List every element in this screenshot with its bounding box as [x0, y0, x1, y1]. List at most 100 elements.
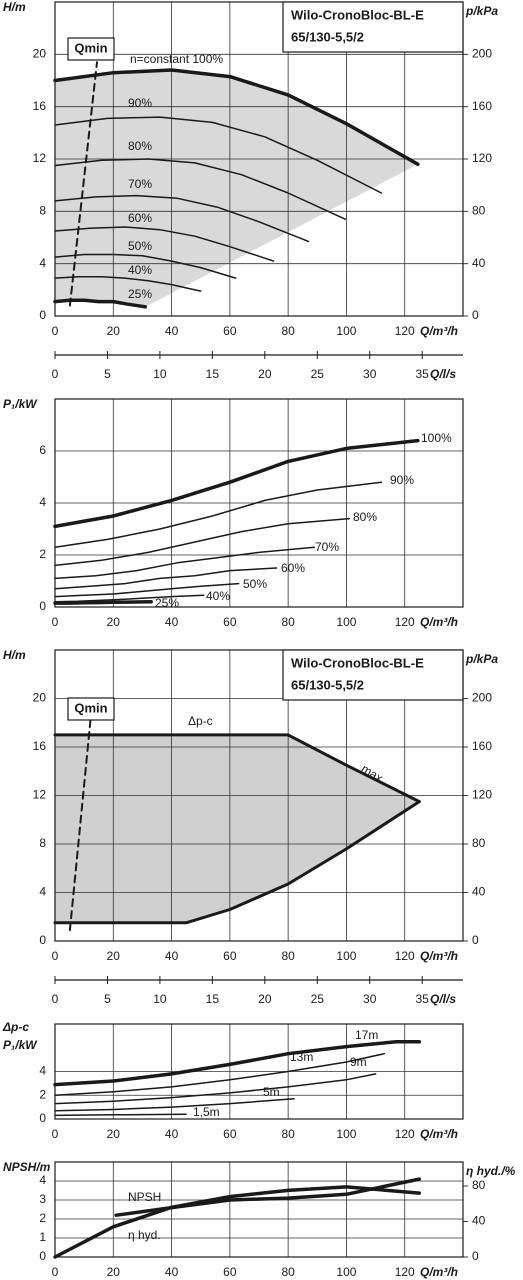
x-tick-label: 80 [281, 949, 295, 963]
x-tick-label: 60 [223, 1127, 237, 1141]
x2-tick-label: 0 [52, 992, 59, 1006]
y-tick-label: 12 [33, 151, 47, 165]
x-axis-label: Q/m³/h [420, 324, 458, 338]
x-tick-label: 0 [52, 1265, 59, 1279]
x-tick-label: 80 [281, 1127, 295, 1141]
x2-axis-label: Q/l/s [430, 367, 456, 381]
y-tick-label: 16 [33, 739, 47, 753]
curve [54, 158, 347, 220]
y2-tick-label: 40 [472, 1214, 486, 1228]
y2-axis-label: p/kPa [465, 652, 498, 666]
x2-tick-label: 15 [206, 367, 220, 381]
curve-label: 90% [390, 473, 414, 487]
x-tick-label: 80 [281, 324, 295, 338]
x-tick-label: 60 [223, 1265, 237, 1279]
y-tick-label: 4 [39, 1173, 46, 1187]
curve [54, 582, 240, 598]
subtitle: 65/130-5,5/2 [291, 677, 364, 692]
x-axis-label: Q/m³/h [420, 1127, 458, 1141]
curve [53, 1040, 422, 1087]
curve [54, 1113, 187, 1117]
x-tick-label: 80 [281, 1265, 295, 1279]
plot-frame [54, 1, 464, 317]
y-tick-label: 2 [39, 547, 46, 561]
plot-frame [54, 1023, 464, 1120]
x2-tick-label: 0 [52, 367, 59, 381]
subtitle: 65/130-5,5/2 [291, 29, 364, 44]
x-tick-label: 40 [165, 1265, 179, 1279]
x-tick-label: 40 [165, 324, 179, 338]
curve-label: 1,5m [193, 1105, 220, 1119]
x-tick-label: 20 [107, 949, 121, 963]
x-tick-label: 40 [165, 1127, 179, 1141]
curve [54, 481, 383, 548]
curve-label: n=constant 100% [130, 52, 223, 66]
curve-label: Δp-c [188, 714, 213, 728]
curve-label: 50% [243, 577, 267, 591]
plot-frame [54, 1161, 464, 1258]
x2-tick-label: 30 [363, 367, 377, 381]
x-tick-label: 20 [107, 1127, 121, 1141]
title-box [282, 1, 464, 53]
x-tick-label: 100 [336, 1265, 356, 1279]
y-tick-label: 1 [39, 1230, 46, 1244]
x-tick-label: 100 [336, 615, 356, 629]
y-axis-label: H/m [3, 648, 26, 662]
curve [54, 567, 278, 590]
x-tick-label: 20 [107, 324, 121, 338]
y2-tick-label: 80 [472, 836, 486, 850]
y-tick-label: 0 [39, 933, 46, 947]
curve [54, 1098, 295, 1112]
x-tick-label: 20 [107, 615, 121, 629]
curve-label: 100% [421, 431, 452, 445]
curve [54, 546, 316, 580]
y-tick-label: 0 [39, 599, 46, 613]
curve-label: 80% [128, 139, 152, 153]
x-tick-label: 80 [281, 615, 295, 629]
x2-tick-label: 5 [104, 992, 111, 1006]
x-tick-label: 0 [52, 615, 59, 629]
curve-label: 5m [263, 1085, 280, 1099]
curve-label: 25% [128, 287, 152, 301]
curve [54, 116, 383, 194]
x2-tick-label: 20 [258, 367, 272, 381]
curve-label: 60% [128, 211, 152, 225]
x-tick-label: 100 [336, 949, 356, 963]
curve-label: 40% [128, 263, 152, 277]
curve-label: 70% [128, 177, 152, 191]
curve [53, 1185, 422, 1259]
curve-label: 60% [281, 561, 305, 575]
curve-label: 17m [355, 1028, 378, 1042]
curve [54, 1052, 386, 1097]
curve-label: 40% [206, 589, 230, 603]
qmin-box [67, 697, 115, 721]
y-axis-label: P₁/kW [3, 397, 38, 411]
y2-tick-label: 120 [472, 151, 492, 165]
curve-label: 70% [315, 540, 339, 554]
y-tick-label: 4 [39, 1064, 46, 1078]
qmin-label: Qmin [74, 700, 107, 715]
x2-tick-label: 20 [258, 992, 272, 1006]
y-axis-label: P₁/kW [3, 1038, 38, 1052]
y2-tick-label: 200 [472, 47, 492, 61]
y-tick-label: 3 [39, 1192, 46, 1206]
x-tick-label: 60 [223, 615, 237, 629]
y-tick-label: 2 [39, 1211, 46, 1225]
curve-label: 9m [350, 1055, 367, 1069]
y-axis-label: H/m [3, 0, 26, 14]
curve-label: 90% [128, 96, 152, 110]
curve [53, 800, 421, 925]
x-axis-label: Q/m³/h [420, 1265, 458, 1279]
x2-tick-label: 10 [153, 992, 167, 1006]
y2-tick-label: 120 [472, 788, 492, 802]
curve [54, 1073, 377, 1105]
x-tick-label: 60 [223, 324, 237, 338]
x2-tick-label: 15 [206, 992, 220, 1006]
curve [54, 276, 202, 292]
x-axis-label: Q/m³/h [420, 949, 458, 963]
qmin-line [68, 61, 98, 307]
y-tick-label: 20 [33, 691, 47, 705]
y2-tick-label: 160 [472, 99, 492, 113]
y2-tick-label: 200 [472, 691, 492, 705]
y-tick-label: 8 [39, 204, 46, 218]
